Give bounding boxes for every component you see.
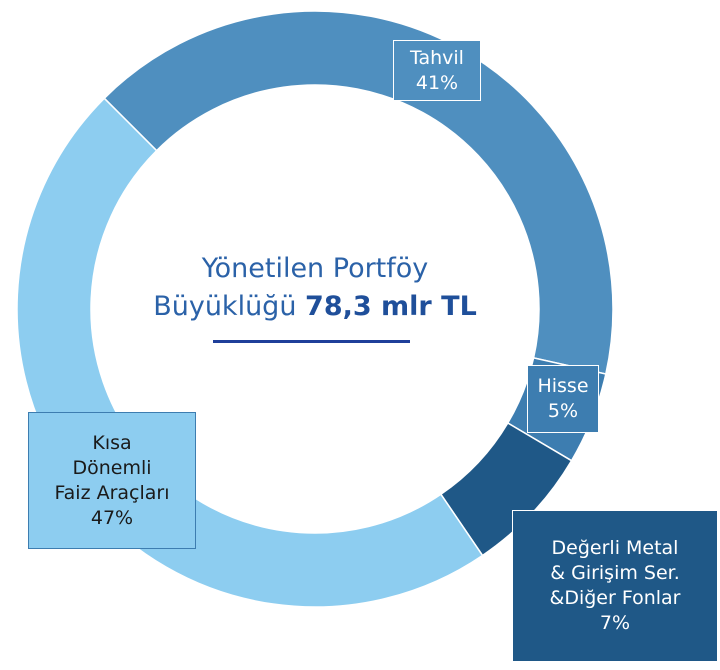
value-label: 47% [90, 506, 134, 529]
category-name: Tahvil [410, 46, 464, 69]
category-name: Değerli Metal & Girişim Ser. &Diğer Fonl… [549, 537, 681, 609]
donut-segment [103, 10, 614, 375]
segment-label: Değerli Metal & Girişim Ser. &Diğer Fonl… [512, 510, 718, 662]
segment-label: Tahvil 41% [393, 40, 481, 101]
segment-label: Kısa Dönemli Faiz Araçları 47% [28, 412, 196, 549]
center-line: Büyüklüğü 78,3 mlr TL [115, 288, 515, 326]
category-name: Kısa Dönemli Faiz Araçları [54, 431, 170, 504]
segment-label: Hisse 5% [527, 365, 599, 433]
center-line: Büyüklüğü [153, 291, 297, 322]
value-label: 7% [599, 612, 631, 634]
center-line: Yönetilen Portföy [201, 253, 429, 284]
value-label: 5% [547, 400, 579, 422]
total: 78,3 mlr TL [305, 291, 477, 322]
underline [213, 340, 410, 343]
category-name: Hisse [537, 375, 589, 397]
value-label: 41% [415, 71, 459, 94]
center-text: Yönetilen Portföy Büyüklüğü 78,3 mlr TL [115, 250, 515, 326]
